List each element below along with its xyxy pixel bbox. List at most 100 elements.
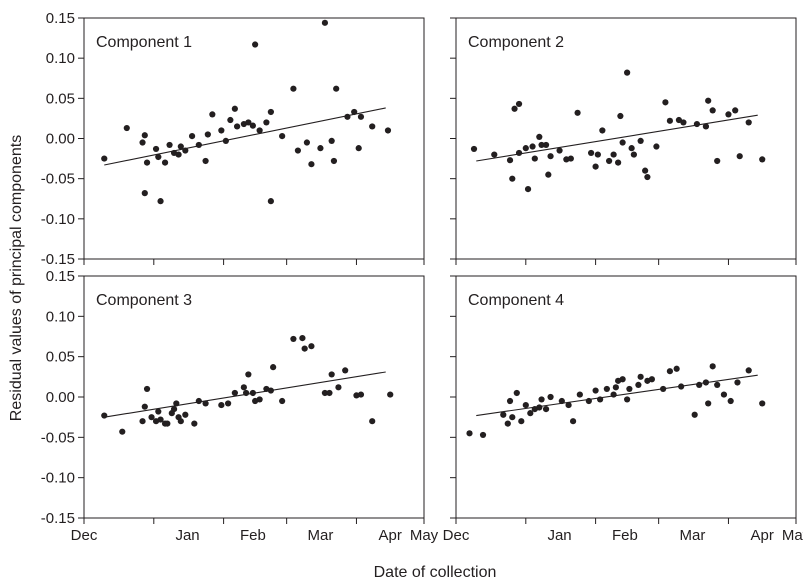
data-point — [231, 389, 238, 397]
data-point — [732, 107, 739, 114]
data-point — [603, 385, 610, 393]
y-tick-label: -0.05 — [41, 429, 75, 446]
data-point — [191, 420, 198, 427]
data-point — [515, 149, 523, 157]
data-point — [157, 416, 164, 423]
data-point — [536, 404, 543, 411]
data-point — [256, 396, 263, 403]
data-point — [161, 159, 169, 166]
data-point — [270, 364, 277, 371]
data-point — [727, 397, 734, 405]
data-point — [569, 418, 577, 425]
data-point — [119, 428, 126, 435]
data-point — [644, 173, 651, 181]
data-point — [143, 159, 151, 166]
plot-frame — [455, 17, 797, 260]
data-point — [249, 122, 256, 129]
data-point — [175, 151, 182, 158]
data-point — [155, 153, 162, 161]
data-point — [509, 414, 516, 421]
data-point — [545, 171, 552, 178]
x-tick-label: Apr — [379, 527, 402, 544]
data-point — [164, 420, 171, 427]
data-point — [662, 99, 669, 106]
panel-title: Component 3 — [96, 292, 192, 309]
data-point — [696, 381, 703, 388]
data-point — [624, 396, 631, 403]
y-tick-label: 0.00 — [46, 131, 75, 148]
data-point — [123, 124, 130, 132]
data-point — [204, 131, 211, 138]
data-point — [691, 411, 698, 418]
data-point — [585, 397, 592, 405]
panel-title: Component 1 — [96, 34, 192, 51]
data-point — [245, 371, 252, 378]
data-point — [279, 132, 286, 140]
data-point — [387, 391, 394, 398]
data-point — [702, 379, 710, 386]
data-point — [714, 157, 721, 165]
data-point — [565, 401, 572, 409]
data-point — [619, 376, 626, 383]
data-point — [351, 108, 358, 116]
data-point — [648, 376, 655, 383]
data-point — [141, 403, 148, 410]
data-point — [666, 117, 674, 124]
data-point — [527, 410, 534, 417]
data-point — [529, 143, 536, 150]
plot-frame — [83, 17, 425, 260]
data-point — [536, 133, 543, 140]
panel-component-1: 0.15 0.10 0.05 0.00 -0.05 -0.10 -0.15 Component… — [41, 10, 425, 268]
x-tick-label: Feb — [240, 527, 266, 544]
data-point — [267, 387, 274, 394]
x-tick-label: Mar — [680, 527, 706, 544]
data-point — [240, 384, 247, 391]
data-point — [612, 384, 619, 391]
data-point — [709, 363, 716, 370]
data-point — [139, 418, 146, 425]
data-point — [263, 119, 270, 126]
data-point — [479, 431, 487, 439]
data-point — [335, 384, 342, 391]
data-point — [637, 137, 644, 145]
x-tick-label: Dec — [71, 527, 98, 544]
x-tick-label: May — [782, 527, 803, 544]
data-point — [542, 406, 550, 413]
x-tick-label: Feb — [612, 527, 638, 544]
data-point — [594, 151, 601, 158]
data-point — [470, 145, 478, 153]
data-point — [522, 401, 529, 409]
panel-component-2: Component 2 — [450, 17, 797, 265]
data-point — [511, 105, 518, 112]
trend-line — [104, 107, 386, 166]
data-point — [714, 381, 721, 388]
data-point — [321, 19, 329, 26]
trend-line — [476, 374, 758, 417]
panel-component-4: Dec Jan Feb Mar Apr May Component 4 — [443, 275, 803, 544]
data-point — [369, 123, 376, 130]
data-point — [355, 145, 362, 152]
x-tick-label: Dec — [443, 527, 470, 544]
data-point — [538, 396, 545, 403]
data-point — [587, 149, 595, 157]
data-point — [660, 385, 667, 393]
data-point — [592, 387, 599, 394]
data-point — [617, 112, 624, 120]
data-point — [202, 157, 209, 165]
y-tick-label: 0.10 — [46, 308, 75, 325]
data-point — [558, 397, 565, 405]
data-point — [504, 420, 511, 427]
data-point — [759, 156, 766, 163]
data-point — [328, 137, 335, 145]
y-tick-label: 0.00 — [46, 389, 75, 406]
data-point — [653, 143, 660, 150]
data-point — [680, 119, 687, 126]
data-point — [576, 391, 583, 398]
data-point — [506, 157, 514, 164]
y-tick-label: -0.15 — [41, 510, 75, 527]
data-point — [542, 141, 550, 149]
data-point — [678, 383, 685, 390]
data-point — [317, 145, 324, 152]
data-point — [267, 198, 274, 205]
